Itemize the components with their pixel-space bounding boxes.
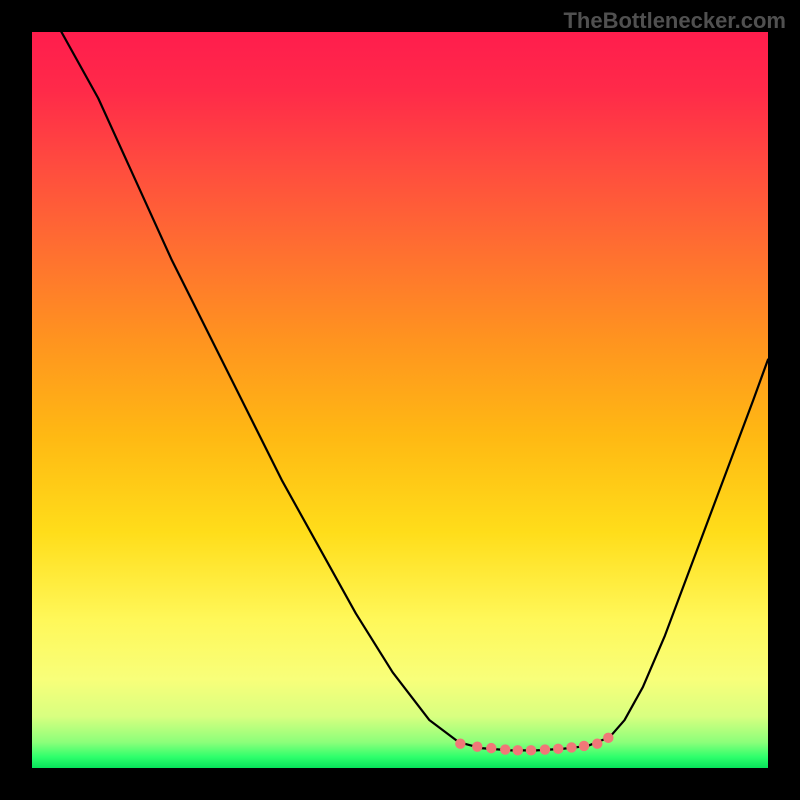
marker-point xyxy=(553,744,563,754)
marker-point xyxy=(603,733,613,743)
bottleneck-curve xyxy=(61,32,768,750)
marker-point xyxy=(500,744,510,754)
marker-point xyxy=(526,745,536,755)
chart-area xyxy=(32,32,768,768)
marker-point xyxy=(472,741,482,751)
marker-point xyxy=(579,741,589,751)
marker-point xyxy=(566,742,576,752)
marker-point xyxy=(540,744,550,754)
marker-point xyxy=(513,745,523,755)
marker-point xyxy=(486,743,496,753)
marker-point xyxy=(455,739,465,749)
watermark-text: TheBottlenecker.com xyxy=(563,8,786,34)
marker-point xyxy=(592,739,602,749)
chart-overlay xyxy=(32,32,768,768)
